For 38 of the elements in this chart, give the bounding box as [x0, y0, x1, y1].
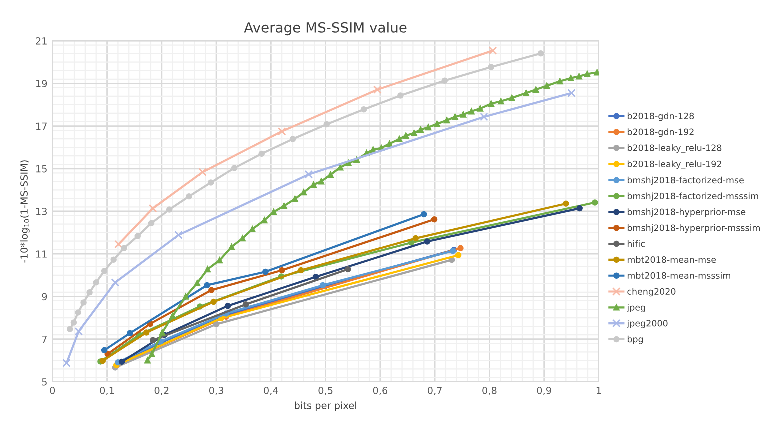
legend-label: cheng2020 — [628, 288, 676, 297]
y-tick-label: 21 — [36, 38, 47, 45]
legend-label: hific — [628, 240, 645, 248]
x-axis-title: bits per pixel — [295, 402, 356, 412]
x-tick-label: 0,5 — [318, 387, 333, 396]
y-tick-label: 17 — [36, 122, 47, 130]
legend-label: bmshj2018-hyperprior-msssim — [628, 224, 760, 234]
x-tick-label: 0,4 — [264, 387, 278, 396]
x-tick-label: 0 — [50, 387, 56, 394]
legend-label: jpeg — [627, 304, 646, 313]
legend-label: b2018-leaky_relu-128 — [628, 144, 722, 154]
y-tick-label: 7 — [42, 336, 47, 344]
y-tick-label: 15 — [36, 165, 47, 173]
y-axis-title: -10*log$_{10}$(1-MS-SSIM) — [20, 160, 30, 263]
legend-label: jpeg2000 — [627, 320, 668, 328]
y-tick-label: 11 — [36, 250, 47, 258]
x-tick-label: 0,7 — [428, 387, 442, 396]
x-tick-label: 0,6 — [373, 387, 388, 396]
legend-label: b2018-leaky_relu-192 — [628, 160, 722, 170]
y-tick-label: 19 — [36, 80, 48, 88]
y-tick-label: 13 — [36, 208, 48, 216]
legend-label: b2018-gdn-192 — [628, 128, 694, 138]
y-tick-label: 5 — [42, 378, 47, 386]
y-tick-label: 9 — [42, 293, 48, 301]
legend-label: mbt2018-mean-mse — [628, 256, 716, 264]
x-tick-label: 0,3 — [209, 387, 224, 396]
x-tick-label: 0,1 — [100, 387, 114, 396]
x-tick-label: 0,9 — [537, 387, 552, 396]
legend-label: bpg — [628, 336, 644, 344]
legend-label: bmshj2018-factorized-msssim — [628, 192, 758, 202]
legend-label: bmshj2018-hyperprior-mse — [628, 208, 746, 218]
legend-label: bmshj2018-factorized-mse — [628, 176, 744, 186]
legend-label: mbt2018-mean-msssim — [628, 272, 730, 280]
x-tick-label: 0,8 — [482, 387, 497, 396]
x-tick-label: 1 — [596, 387, 602, 394]
x-tick-label: 0,2 — [154, 387, 169, 396]
legend-label: b2018-gdn-128 — [628, 112, 694, 122]
chart-title: Average MS-SSIM value — [244, 22, 407, 36]
